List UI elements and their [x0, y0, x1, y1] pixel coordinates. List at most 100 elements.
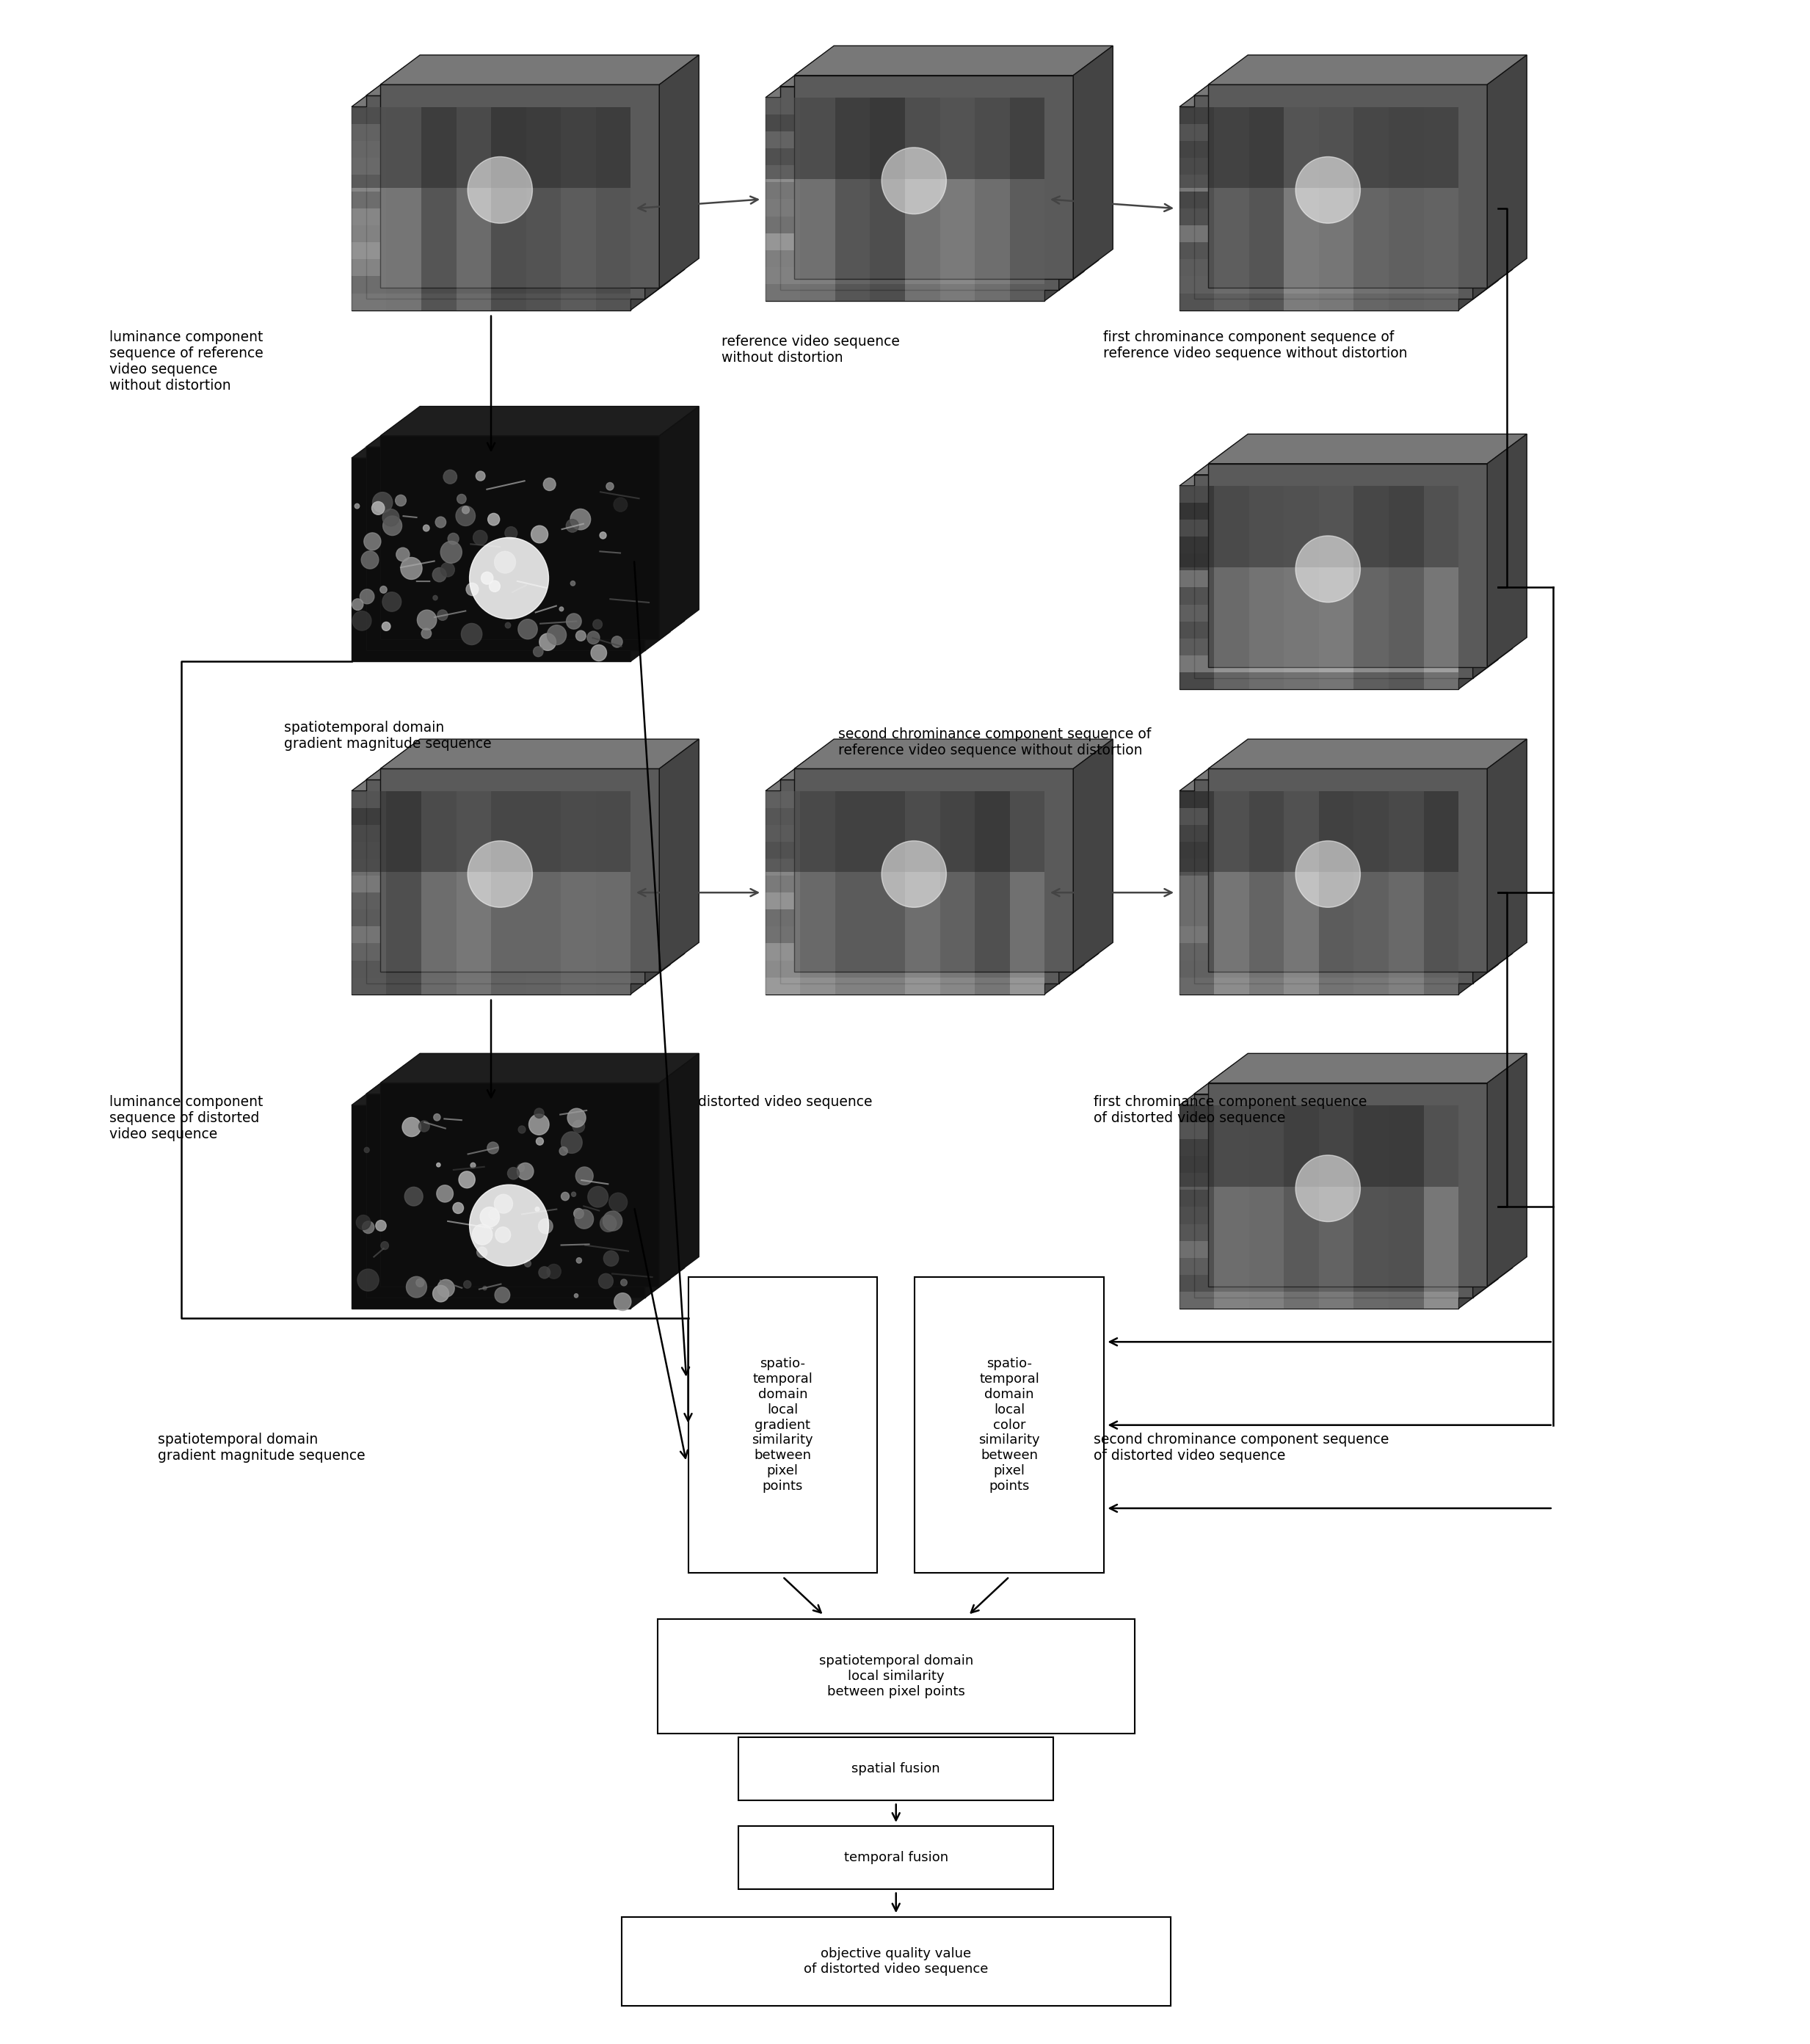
Circle shape [467, 840, 532, 908]
Polygon shape [1488, 740, 1528, 973]
Bar [1180, 554, 1459, 570]
Circle shape [376, 1220, 386, 1230]
Bar [1180, 638, 1459, 656]
Bar [1180, 791, 1459, 807]
Bar [1180, 125, 1459, 141]
Circle shape [353, 611, 371, 630]
Bar [1319, 486, 1354, 689]
Polygon shape [1195, 1065, 1513, 1094]
Circle shape [380, 1241, 389, 1249]
Bar [1180, 157, 1459, 174]
Circle shape [481, 572, 492, 585]
Circle shape [434, 1114, 440, 1120]
Polygon shape [1180, 78, 1499, 106]
Bar [1180, 826, 1459, 842]
Polygon shape [366, 781, 644, 983]
Bar [1424, 1106, 1459, 1308]
Bar [595, 106, 630, 311]
Bar [1180, 842, 1459, 858]
Circle shape [547, 1263, 561, 1280]
Bar [1180, 538, 1459, 554]
Circle shape [472, 1224, 492, 1245]
Circle shape [436, 517, 445, 527]
Circle shape [400, 558, 422, 578]
Polygon shape [1180, 456, 1499, 486]
Bar [766, 233, 1044, 249]
Polygon shape [380, 1083, 659, 1286]
Polygon shape [1195, 781, 1473, 983]
Polygon shape [1488, 433, 1528, 666]
Circle shape [395, 495, 405, 507]
Bar [766, 217, 1044, 233]
Polygon shape [630, 78, 670, 311]
Bar [351, 208, 630, 225]
Polygon shape [644, 417, 684, 650]
Polygon shape [366, 96, 644, 298]
Circle shape [357, 1269, 378, 1292]
Polygon shape [351, 78, 670, 106]
Bar [1180, 192, 1459, 208]
Bar [766, 114, 1044, 131]
Circle shape [614, 497, 628, 511]
Circle shape [1296, 840, 1361, 908]
Circle shape [570, 509, 590, 529]
Circle shape [364, 533, 380, 550]
Bar [1180, 807, 1459, 826]
Polygon shape [780, 86, 1059, 290]
Circle shape [462, 623, 481, 644]
Bar [1180, 1173, 1459, 1190]
Polygon shape [630, 1075, 670, 1308]
Bar [1180, 1106, 1215, 1308]
Circle shape [525, 1261, 530, 1267]
Bar [1424, 106, 1459, 311]
Polygon shape [659, 740, 699, 973]
Text: spatio-
temporal
domain
local
gradient
similarity
between
pixel
points: spatio- temporal domain local gradient s… [751, 1357, 813, 1492]
Circle shape [576, 1210, 594, 1228]
Circle shape [476, 472, 485, 480]
Bar [456, 791, 491, 993]
Polygon shape [1195, 474, 1473, 679]
Circle shape [567, 519, 579, 531]
Bar [1180, 1257, 1459, 1275]
Circle shape [456, 507, 476, 525]
Bar [351, 260, 630, 276]
Circle shape [487, 513, 500, 525]
Bar [1180, 605, 1459, 621]
Bar [1283, 1106, 1319, 1308]
Polygon shape [1195, 446, 1513, 474]
Bar [1180, 106, 1459, 125]
Polygon shape [1209, 84, 1488, 288]
Text: spatiotemporal domain
gradient magnitude sequence: spatiotemporal domain gradient magnitude… [284, 722, 492, 750]
Circle shape [380, 587, 387, 593]
Polygon shape [659, 55, 699, 288]
Polygon shape [1059, 57, 1099, 290]
Bar [456, 106, 491, 311]
Bar [561, 791, 595, 993]
Bar [351, 842, 630, 858]
Bar [766, 182, 1044, 198]
Polygon shape [644, 65, 684, 298]
Bar [351, 791, 630, 807]
Bar [766, 893, 1044, 910]
Bar [1215, 486, 1249, 689]
Circle shape [371, 501, 384, 515]
Bar [1180, 1139, 1459, 1157]
Bar [351, 910, 630, 926]
Circle shape [1296, 1155, 1361, 1222]
Polygon shape [1180, 486, 1459, 689]
Bar [1249, 486, 1283, 689]
Bar [1180, 1106, 1459, 1122]
Bar [905, 791, 939, 993]
Text: spatio-
temporal
domain
local
color
similarity
between
pixel
points: spatio- temporal domain local color simi… [979, 1357, 1041, 1492]
Bar [1180, 791, 1459, 873]
Polygon shape [1180, 791, 1459, 993]
Circle shape [456, 495, 467, 503]
Bar [595, 791, 630, 993]
Bar [1180, 910, 1459, 926]
Polygon shape [1209, 464, 1488, 666]
Polygon shape [1488, 55, 1528, 288]
Bar [657, 1619, 1135, 1733]
Circle shape [362, 1220, 375, 1233]
Bar [351, 192, 630, 208]
Bar [1215, 106, 1249, 311]
